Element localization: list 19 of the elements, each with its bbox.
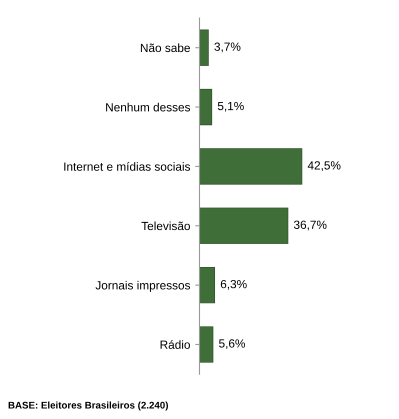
bar — [200, 326, 214, 363]
data-label: 6,3% — [220, 280, 247, 290]
data-label: 5,6% — [219, 339, 246, 350]
y-tick-label: Não sabe — [140, 43, 190, 52]
bar — [200, 148, 302, 185]
bar — [200, 88, 212, 126]
bar — [200, 208, 288, 244]
data-label: 36,7% — [294, 220, 327, 230]
y-tick-label: Jornais impressos — [96, 280, 190, 292]
y-tick-label: Internet e mídias sociais — [64, 162, 190, 171]
y-tick-label: Televisão — [142, 221, 190, 230]
data-label: 5,1% — [218, 102, 244, 112]
y-tick-label: Nenhum desses — [106, 102, 190, 112]
data-label: 42,5% — [308, 161, 341, 171]
data-label: 3,7% — [214, 42, 240, 52]
text: BASE: Eleitores Brasileiros (2.240) — [8, 401, 168, 411]
bar — [200, 30, 209, 66]
y-tick-label: Rádio — [160, 340, 190, 349]
bar — [200, 266, 216, 304]
